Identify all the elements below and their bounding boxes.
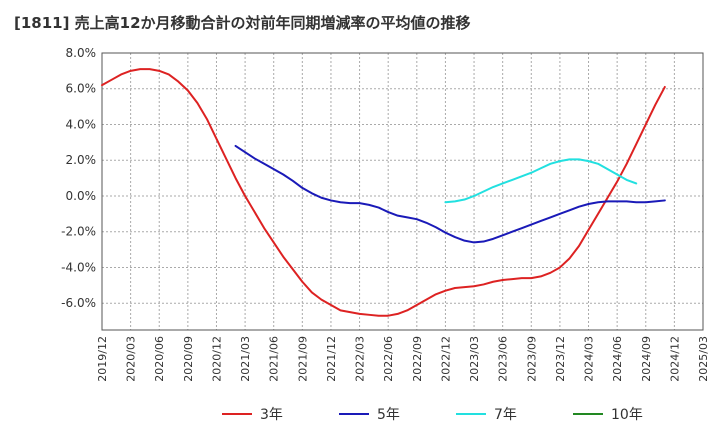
series-layer bbox=[101, 68, 666, 317]
axis-layer: 2019/12 2020/03 2020/06 2020/09 2020/12 2021/… bbox=[61, 46, 710, 382]
x-tick-label: 2022/06 bbox=[382, 336, 395, 382]
x-tick-label: 2023/09 bbox=[525, 336, 538, 382]
x-tick-label: 2020/09 bbox=[182, 336, 195, 382]
x-tick-label: 2021/09 bbox=[296, 336, 309, 382]
y-tick-label: -6.0% bbox=[61, 296, 96, 310]
x-tick-label: 2020/03 bbox=[125, 336, 138, 382]
x-tick-label: 2021/03 bbox=[239, 336, 252, 382]
grid-layer bbox=[102, 53, 703, 330]
plot-area-border bbox=[101, 52, 704, 331]
x-tick-label: 2020/06 bbox=[153, 336, 166, 382]
y-tick-label: 0.0% bbox=[66, 189, 97, 203]
legend-label-3: 10年 bbox=[611, 407, 643, 423]
x-tick-label: 2019/12 bbox=[96, 336, 109, 382]
x-tick-label: 2022/09 bbox=[411, 336, 424, 382]
x-tick-label: 2024/06 bbox=[611, 336, 624, 382]
legend-label-1: 5年 bbox=[377, 407, 400, 423]
x-tick-label: 2023/06 bbox=[497, 336, 510, 382]
legend-label-2: 7年 bbox=[494, 407, 517, 423]
x-tick-label: 2021/06 bbox=[268, 336, 281, 382]
x-tick-label: 2020/12 bbox=[210, 336, 223, 382]
y-tick-label: 6.0% bbox=[66, 82, 97, 96]
x-tick-label: 2024/09 bbox=[640, 336, 653, 382]
y-tick-label: 4.0% bbox=[66, 117, 97, 131]
legend: 3年 5年 7年 10年 bbox=[222, 407, 643, 423]
x-tick-label: 2025/03 bbox=[697, 336, 710, 382]
series-line-0 bbox=[101, 68, 666, 317]
y-tick-label: 8.0% bbox=[66, 46, 97, 60]
series-line-1 bbox=[234, 144, 666, 244]
x-tick-label: 2023/03 bbox=[468, 336, 481, 382]
series-line-2 bbox=[444, 158, 638, 204]
y-tick-label: 2.0% bbox=[66, 153, 97, 167]
y-tick-label: -2.0% bbox=[61, 225, 96, 239]
x-tick-label: 2024/03 bbox=[583, 336, 596, 382]
chart-title: [1811] 売上高12か月移動合計の対前年同期増減率の平均値の推移 bbox=[14, 14, 471, 32]
legend-label-0: 3年 bbox=[260, 407, 283, 423]
y-tick-label: -4.0% bbox=[61, 260, 96, 274]
x-tick-label: 2024/12 bbox=[668, 336, 681, 382]
x-tick-label: 2023/12 bbox=[554, 336, 567, 382]
x-tick-label: 2022/12 bbox=[439, 336, 452, 382]
x-tick-label: 2021/12 bbox=[325, 336, 338, 382]
x-tick-label: 2022/03 bbox=[354, 336, 367, 382]
